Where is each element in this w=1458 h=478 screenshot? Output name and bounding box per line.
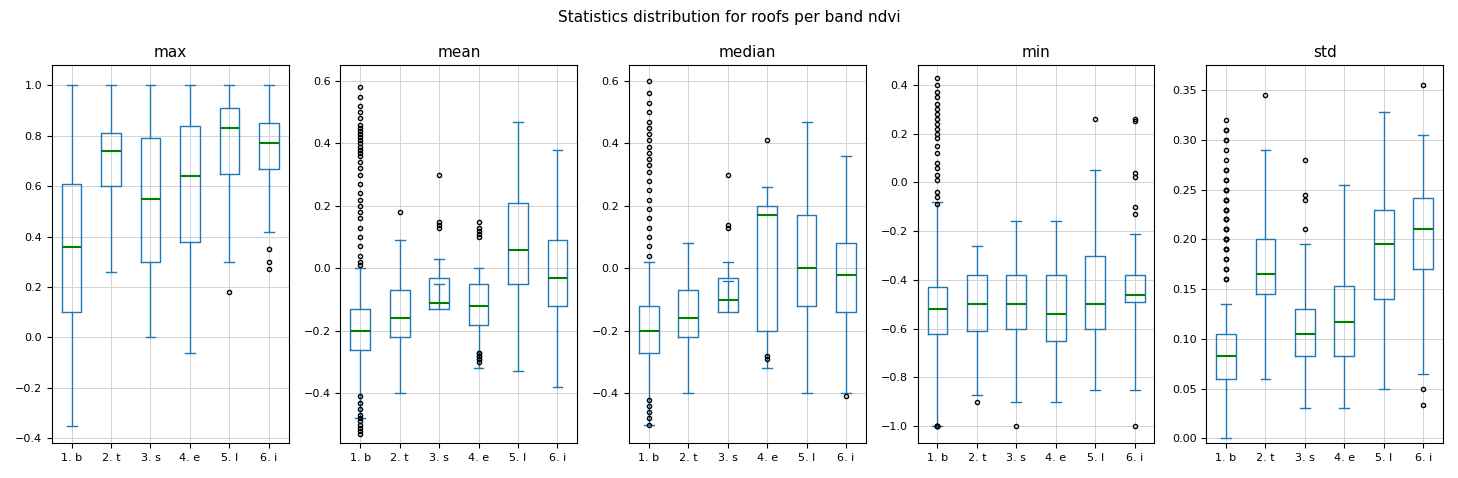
Title: mean: mean — [437, 45, 481, 60]
Title: std: std — [1312, 45, 1337, 60]
Title: median: median — [719, 45, 776, 60]
Title: min: min — [1022, 45, 1050, 60]
Title: max: max — [153, 45, 187, 60]
Text: Statistics distribution for roofs per band ndvi: Statistics distribution for roofs per ba… — [558, 10, 900, 24]
